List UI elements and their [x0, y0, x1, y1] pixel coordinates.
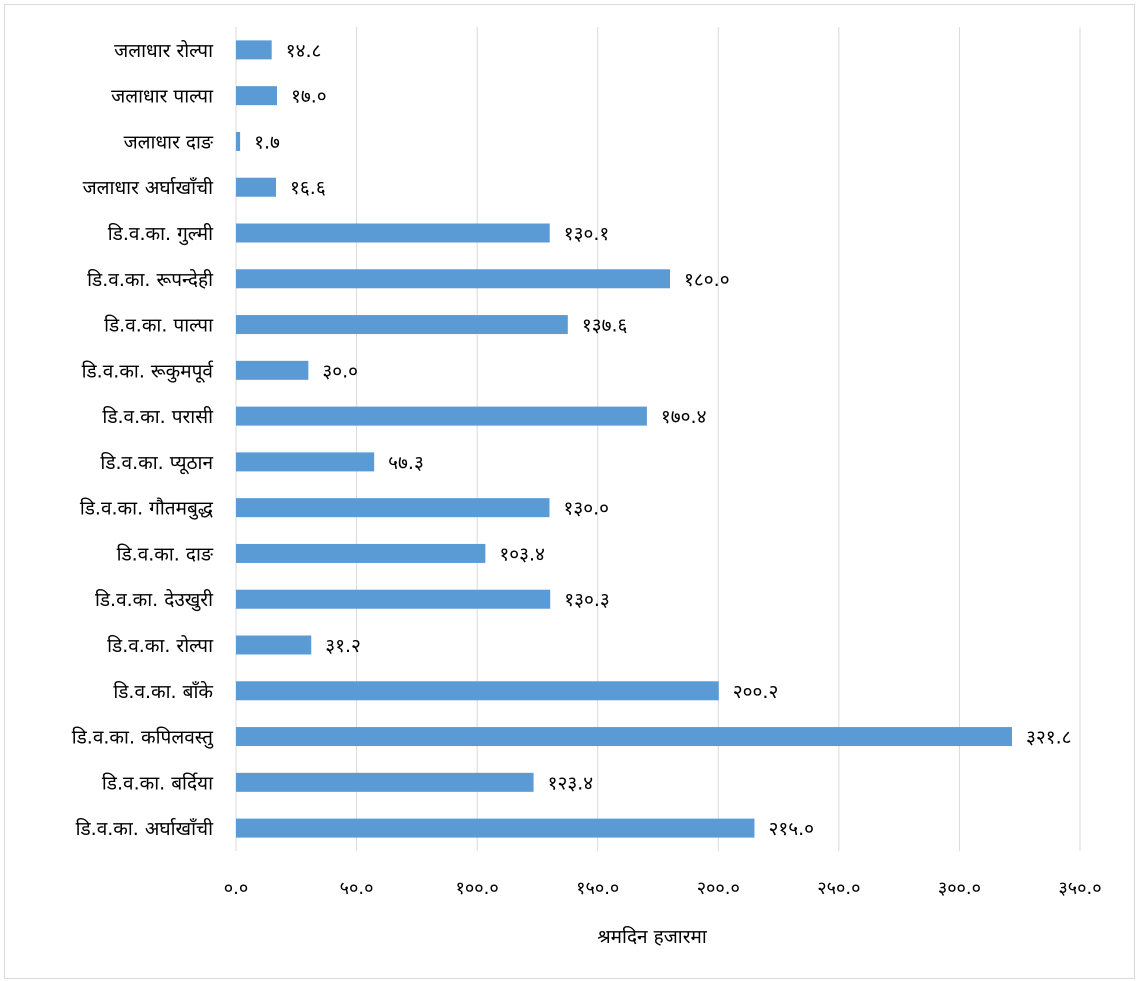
- category-label: डि.व.का. प्यूठान: [100, 451, 213, 475]
- bar: [236, 40, 272, 60]
- bar: [236, 589, 551, 609]
- category-label: जलाधार दाङ: [124, 131, 214, 153]
- category-label: डि.व.का. पाल्पा: [104, 314, 214, 337]
- category-label: जलाधार पाल्पा: [111, 86, 214, 108]
- bar: [236, 177, 277, 197]
- bar: [236, 635, 312, 655]
- x-tick-label: १००.०: [456, 878, 499, 899]
- data-label: १७.०: [291, 86, 327, 108]
- bars: [236, 40, 1012, 838]
- x-axis-tick-labels: ०.० ५०.० १००.० १५०.० २००.० २५०.० ३००.० ३५०.०: [224, 878, 1102, 899]
- bar: [236, 498, 550, 518]
- category-label: डि.व.का. बाँके: [113, 680, 213, 703]
- bar: [236, 315, 568, 335]
- data-label: १३०.१: [564, 223, 610, 245]
- data-label: १.७: [254, 131, 280, 153]
- chart-frame: [4, 4, 1135, 979]
- category-label: डि.व.का. देउखुरी: [95, 588, 214, 612]
- category-label: डि.व.का. रूपन्देही: [87, 268, 214, 291]
- category-label: डि.व.का. गुल्मी: [108, 222, 214, 246]
- data-label: १२३.४: [548, 772, 594, 794]
- bar: [236, 681, 719, 701]
- category-label: डि.व.का. रोल्पा: [107, 634, 214, 657]
- data-label: १३७.६: [582, 315, 628, 337]
- x-tick-label: ३००.०: [938, 878, 981, 899]
- data-label: १०३.४: [499, 543, 545, 565]
- bar: [236, 131, 241, 151]
- category-label: डि.व.का. गौतमबुद्ध: [80, 497, 214, 521]
- category-label: डि.व.का. अर्घाखाँची: [76, 817, 215, 840]
- category-labels: जलाधार रोल्पा जलाधार पाल्पा जलाधार दाङ जलाध…: [72, 39, 214, 840]
- x-tick-label: ०.०: [224, 878, 248, 899]
- bar: [236, 269, 671, 289]
- x-tick-label: ५०.०: [340, 878, 374, 899]
- data-label: १३०.३: [564, 589, 610, 611]
- data-label: ३१.२: [325, 635, 361, 657]
- category-label: डि.व.का. रूकुमपूर्व: [82, 359, 214, 383]
- data-label: १८०.०: [684, 269, 730, 291]
- category-label: डि.व.का. कपिलवस्तु: [72, 726, 214, 750]
- bar: [236, 818, 755, 838]
- value-labels: १४.८ १७.० १.७ १६.६ १३०.१ १८०.० १३७.६ ३०.० १७०.४ ५…: [254, 40, 1071, 840]
- category-label: डि.व.का. बर्दिया: [102, 771, 214, 794]
- data-label: २१५.०: [768, 818, 814, 840]
- bar: [236, 772, 534, 792]
- data-label: ३२१.८: [1026, 727, 1072, 749]
- category-label: जलाधार अर्घाखाँची: [83, 176, 215, 199]
- bar: [236, 223, 550, 243]
- bar: [236, 406, 647, 426]
- data-label: ५७.३: [388, 452, 424, 474]
- category-label: जलाधार रोल्पा: [114, 39, 214, 62]
- bar: [236, 727, 1012, 747]
- gridlines: [235, 27, 1081, 851]
- bar: [236, 543, 486, 563]
- x-tick-label: ३५०.०: [1058, 878, 1101, 899]
- bar: [236, 452, 375, 472]
- data-label: १३०.०: [563, 498, 609, 520]
- data-label: १७०.४: [661, 406, 707, 428]
- data-label: २००.२: [733, 681, 779, 703]
- data-label: ३०.०: [322, 360, 358, 382]
- bar: [236, 360, 309, 380]
- category-label: डि.व.का. दाङ: [117, 542, 214, 565]
- x-tick-label: २५०.०: [817, 878, 860, 899]
- category-label: डि.व.का. परासी: [102, 405, 214, 428]
- data-label: १४.८: [286, 40, 322, 62]
- bar: [236, 86, 277, 106]
- x-axis-title: श्रमदिन हजारमा: [597, 925, 708, 948]
- x-tick-label: २००.०: [697, 878, 740, 899]
- data-label: १६.६: [290, 177, 326, 199]
- x-tick-label: १५०.०: [576, 878, 619, 899]
